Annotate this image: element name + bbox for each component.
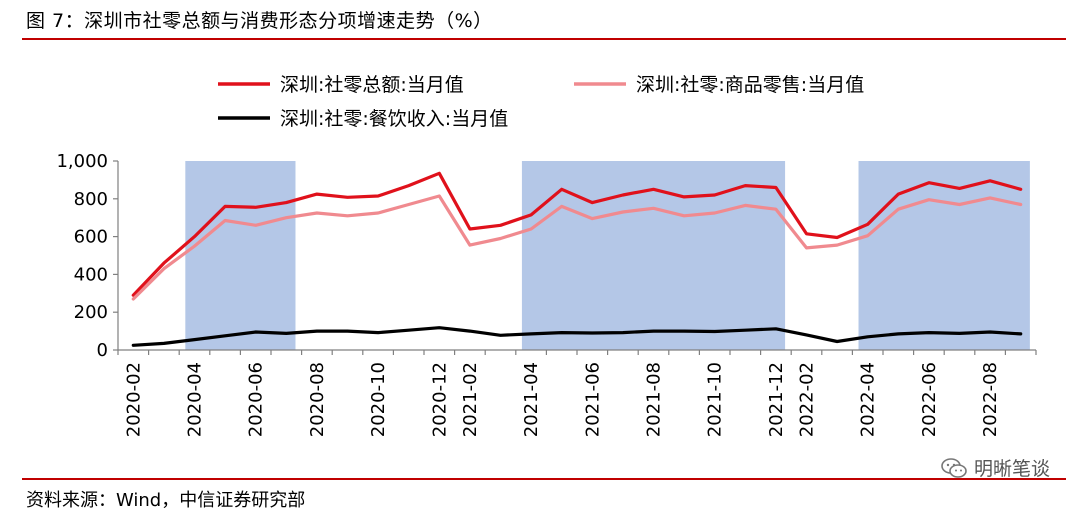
plot-axes — [113, 160, 1037, 355]
x-tick-label: 2021-08 — [644, 362, 665, 437]
x-tick-labels: 2020-02 2020-04 2020-06 2020-08 2020-10 2020-… — [123, 362, 1001, 437]
y-tick-label: 600 — [74, 227, 108, 248]
legend-label-3: 深圳:社零:餐饮收入:当月值 — [280, 108, 508, 130]
shaded-region-1 — [185, 161, 296, 350]
series-line-3 — [131, 326, 1023, 347]
series-line-2 — [131, 194, 1023, 301]
source-note: 资料来源：Wind，中信证券研究部 — [26, 490, 306, 511]
source-rule — [22, 478, 1066, 480]
y-tick-label: 800 — [74, 189, 108, 210]
x-tick-label: 2020-02 — [123, 362, 144, 437]
series-line-1 — [131, 171, 1023, 297]
x-tick-label: 2020-06 — [246, 362, 267, 437]
figure-title: 图 7：深圳市社零总额与消费形态分项增速走势（%） — [26, 10, 493, 32]
y-tick-label: 0 — [97, 340, 108, 361]
shaded-regions — [185, 161, 1030, 350]
x-tick-label: 2021-10 — [705, 362, 726, 437]
x-tick-label: 2021-12 — [766, 362, 787, 437]
x-tick-label: 2021-04 — [521, 362, 542, 437]
x-tick-label: 2020-10 — [368, 362, 389, 437]
x-tick-label: 2020-04 — [185, 362, 206, 437]
x-tick-label: 2022-02 — [797, 362, 818, 437]
wechat-icon — [941, 457, 967, 478]
watermark-text: 明晰笔谈 — [973, 458, 1050, 480]
x-tick-label: 2021-06 — [582, 362, 603, 437]
y-tick-label: 1,000 — [56, 151, 108, 172]
title-rule — [22, 38, 1066, 40]
line-chart: 0 200 400 600 800 1,000 2020-02 2020-04 2020-06… — [56, 74, 1037, 437]
watermark: 明晰笔谈 — [940, 454, 1050, 481]
series-lines — [131, 171, 1023, 347]
y-tick-label: 200 — [74, 302, 108, 323]
x-tick-label: 2022-06 — [919, 362, 940, 437]
x-tick-label: 2022-04 — [858, 362, 879, 437]
y-tick-labels: 0 200 400 600 800 1,000 — [56, 151, 108, 361]
y-tick-label: 400 — [74, 264, 108, 285]
x-tick-label: 2020-12 — [429, 362, 450, 437]
x-tick-label: 2022-08 — [980, 362, 1001, 437]
legend-label-1: 深圳:社零总额:当月值 — [280, 74, 464, 96]
legend-label-2: 深圳:社零:商品零售:当月值 — [636, 74, 864, 96]
shaded-region-3 — [858, 161, 1030, 350]
x-tick-label: 2021-02 — [460, 362, 481, 437]
x-tick-label: 2020-08 — [307, 362, 328, 437]
